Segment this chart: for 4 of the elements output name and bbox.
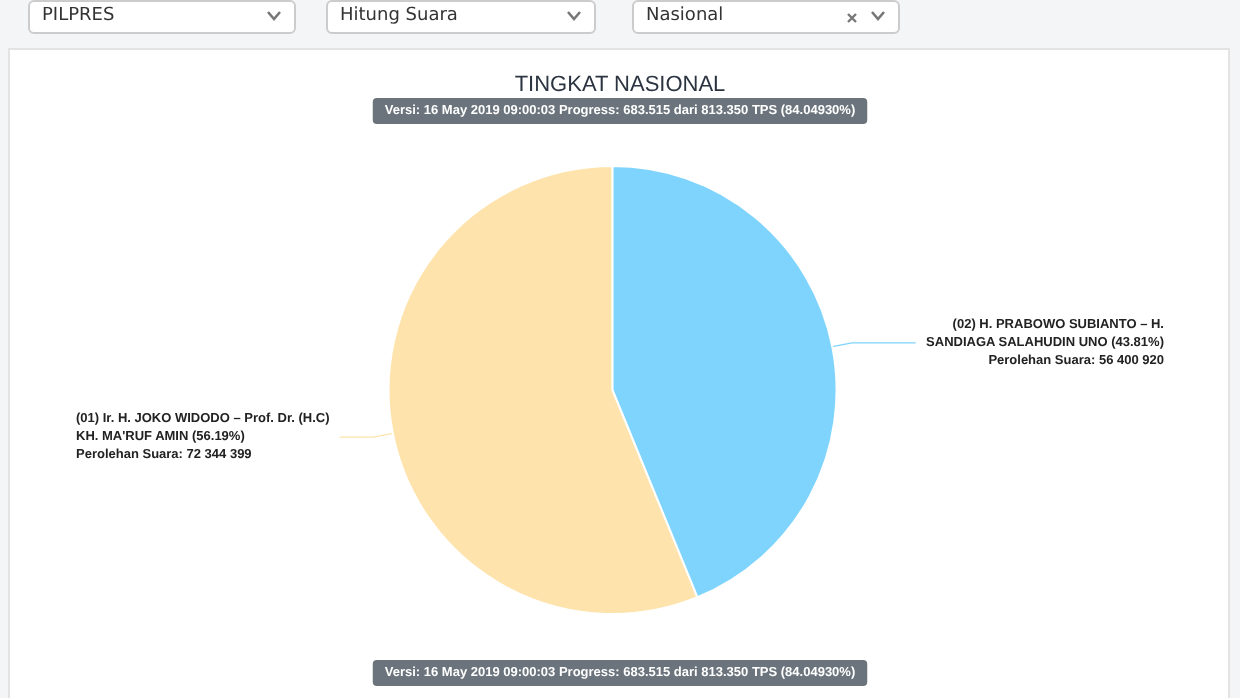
- chart-title: TINGKAT NASIONAL: [514, 73, 726, 97]
- text: Nasional: [632, 0, 900, 34]
- text: PILPRES: [28, 0, 296, 34]
- text: Hitung Suara: [326, 0, 596, 34]
